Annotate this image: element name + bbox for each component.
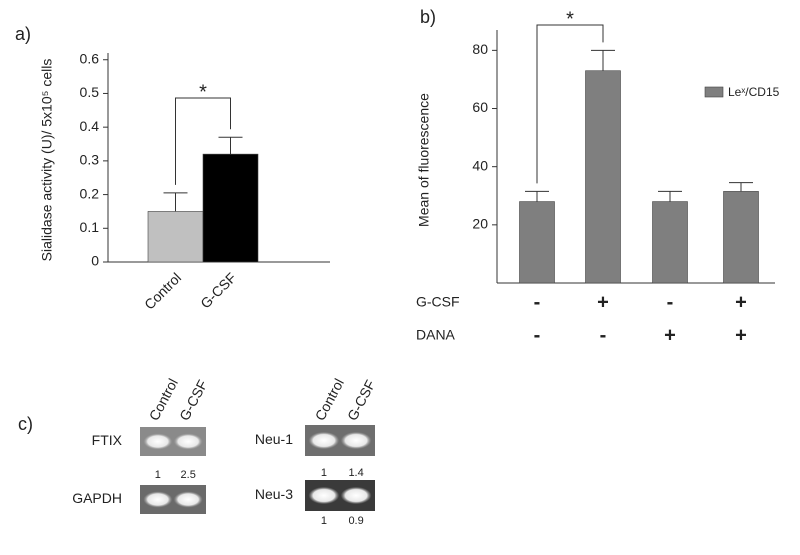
legend-swatch (704, 86, 724, 98)
quantification: 1 (155, 469, 161, 481)
condition-sign: - (667, 291, 674, 313)
gel-band (308, 486, 340, 505)
y-tick-label: 0.5 (80, 84, 100, 100)
bar (202, 153, 259, 263)
y-axis-label: Sialidase activity (U)/ 5x10⁵ cells (39, 59, 55, 262)
gel-band (173, 491, 203, 508)
quantification: 1 (321, 467, 327, 479)
y-tick-label: 0 (91, 253, 99, 269)
panel-label: a) (15, 24, 31, 44)
gel-band (173, 433, 203, 450)
y-tick-label: 80 (472, 41, 488, 57)
legend-label: Leˣ/CD15 (728, 85, 780, 99)
quantification: 0.9 (348, 515, 363, 527)
gel-band (143, 433, 173, 450)
bar (723, 191, 759, 284)
bar (519, 201, 555, 284)
condition-sign: + (597, 291, 609, 313)
gel-row-label: FTIX (92, 432, 123, 448)
panel-label: c) (18, 414, 33, 434)
panel-label: b) (420, 7, 436, 27)
quantification: 1.4 (348, 467, 363, 479)
y-tick-label: 20 (472, 216, 488, 232)
x-tick-label: Control (141, 269, 184, 312)
y-tick-label: 0.4 (80, 118, 100, 134)
quantification: 1 (321, 515, 327, 527)
y-tick-label: 0.2 (80, 185, 100, 201)
x-tick-label: G-CSF (197, 269, 239, 311)
lane-label: G-CSF (176, 377, 211, 423)
gel-row-label: Neu-1 (255, 431, 293, 447)
condition-name: G-CSF (416, 294, 460, 310)
significance-label: * (199, 81, 207, 103)
condition-sign: - (534, 291, 541, 313)
gel-band (143, 491, 173, 508)
y-tick-label: 40 (472, 157, 488, 173)
bar (585, 70, 621, 284)
condition-sign: + (664, 324, 676, 346)
bar (652, 201, 688, 284)
y-tick-label: 0.1 (80, 219, 100, 235)
y-tick-label: 0.6 (80, 50, 100, 66)
lane-label: Control (312, 376, 347, 423)
condition-sign: - (600, 324, 607, 346)
y-axis-label: Mean of fluorescence (416, 93, 432, 227)
quantification: 2.5 (181, 469, 196, 481)
y-tick-label: 0.3 (80, 152, 100, 168)
significance-bracket (536, 24, 604, 184)
lane-label: G-CSF (344, 377, 379, 423)
gel-band (340, 486, 372, 505)
condition-sign: - (534, 324, 541, 346)
gel-band (340, 431, 372, 450)
condition-sign: + (735, 291, 747, 313)
condition-name: DANA (416, 327, 456, 343)
significance-bracket (175, 97, 231, 185)
gel-band (308, 431, 340, 450)
significance-label: * (566, 8, 574, 30)
gel-row-label: Neu-3 (255, 486, 293, 502)
bar (147, 211, 204, 263)
condition-sign: + (735, 324, 747, 346)
y-tick-label: 60 (472, 99, 488, 115)
gel-row-label: GAPDH (72, 490, 122, 506)
